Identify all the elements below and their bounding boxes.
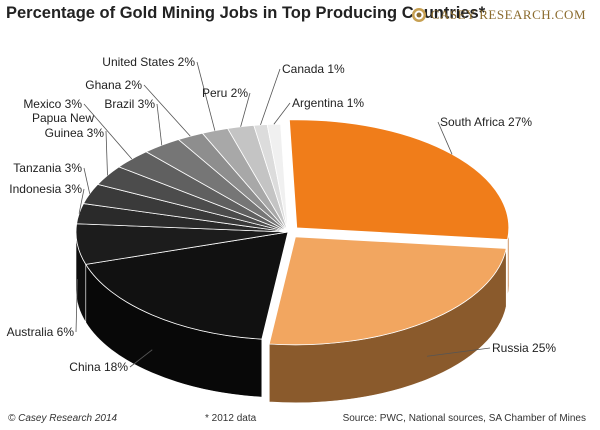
leader-line-australia-6	[75, 279, 78, 333]
source-note: Source: PWC, National sources, SA Chambe…	[342, 413, 586, 424]
footnote: * 2012 data	[205, 413, 257, 424]
slice-label-argentina-1: Argentina 1%	[292, 96, 364, 110]
leader-line-china-18	[129, 349, 153, 368]
slice-label-tanzania-3: Tanzania 3%	[13, 161, 82, 175]
leader-line-brazil-3	[156, 103, 163, 146]
leader-line-argentina-1	[273, 102, 291, 125]
slice-label-indonesia-3: Indonesia 3%	[9, 182, 82, 196]
pie-slice-china-18	[85, 231, 289, 340]
pie-slice-russia-25	[268, 236, 507, 346]
slice-label-united-states-2: United States 2%	[102, 55, 195, 69]
copyright: © Casey Research 2014	[8, 413, 118, 424]
slice-label-brazil-3: Brazil 3%	[104, 97, 155, 111]
chart-title: Percentage of Gold Mining Jobs in Top Pr…	[6, 4, 486, 22]
leader-line-united-states-2	[196, 61, 216, 131]
leader-line-south-africa-27	[437, 121, 453, 155]
slice-label-papua-new-guinea-3: Papua New Guinea 3%	[32, 111, 104, 140]
leader-line-papua-new-guinea-3	[105, 130, 108, 176]
slice-label-china-18: China 18%	[69, 360, 128, 374]
logo-text: CASEY RESEARCH.COM	[430, 7, 586, 22]
slice-label-ghana-2: Ghana 2%	[85, 78, 142, 92]
slice-label-mexico-3: Mexico 3%	[23, 97, 82, 111]
leader-line-mexico-3	[83, 103, 133, 160]
slice-label-russia-25: Russia 25%	[492, 341, 556, 355]
slice-label-south-africa-27: South Africa 27%	[440, 115, 532, 129]
pie-leaders	[75, 61, 491, 368]
leader-line-russia-25	[426, 347, 491, 357]
pie-tops	[75, 119, 510, 346]
leader-line-tanzania-3	[83, 167, 91, 194]
leader-line-indonesia-3	[78, 188, 85, 214]
slice-label-canada-1: Canada 1%	[282, 62, 345, 76]
leader-line-peru-2	[240, 92, 251, 127]
leader-line-canada-1	[260, 68, 281, 126]
pie-slice-south-africa-27	[288, 119, 510, 240]
pie-labels: South Africa 27% Russia 25% China 18% Austr…	[7, 55, 557, 374]
casey-research-logo-icon	[411, 8, 426, 22]
slice-label-peru-2: Peru 2%	[202, 86, 248, 100]
leader-line-ghana-2	[143, 84, 191, 137]
logo: CASEY RESEARCH.COM	[411, 6, 586, 24]
slice-label-australia-6: Australia 6%	[7, 325, 75, 339]
